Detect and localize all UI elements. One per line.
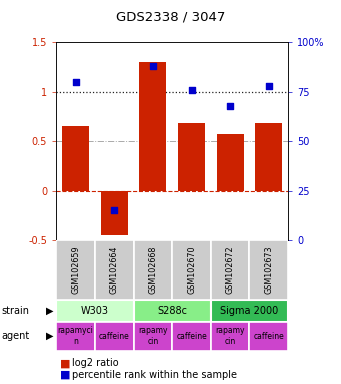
Text: S288c: S288c	[157, 306, 187, 316]
Point	[266, 83, 271, 89]
Point	[227, 103, 233, 109]
Bar	[172, 240, 211, 300]
Text: GSM102664: GSM102664	[110, 246, 119, 294]
Text: GSM102670: GSM102670	[187, 245, 196, 294]
Bar	[56, 300, 134, 322]
Text: ■: ■	[60, 358, 70, 368]
Text: rapamyci
n: rapamyci n	[58, 326, 93, 346]
Bar	[101, 190, 128, 235]
Bar	[211, 240, 250, 300]
Point	[189, 87, 194, 93]
Bar	[172, 322, 211, 351]
Text: caffeine: caffeine	[99, 332, 130, 341]
Text: rapamy
cin: rapamy cin	[216, 326, 245, 346]
Text: W303: W303	[81, 306, 109, 316]
Text: log2 ratio: log2 ratio	[72, 358, 118, 368]
Bar	[178, 123, 205, 190]
Bar	[211, 322, 250, 351]
Bar	[211, 300, 288, 322]
Text: rapamy
cin: rapamy cin	[138, 326, 168, 346]
Text: GDS2338 / 3047: GDS2338 / 3047	[116, 11, 225, 24]
Bar	[255, 123, 282, 190]
Text: GSM102673: GSM102673	[264, 245, 273, 294]
Bar	[217, 134, 244, 190]
Bar	[95, 322, 134, 351]
Bar	[62, 126, 89, 190]
Text: caffeine: caffeine	[253, 332, 284, 341]
Point	[150, 63, 155, 69]
Text: ■: ■	[60, 370, 70, 380]
Text: GSM102668: GSM102668	[148, 246, 158, 294]
Bar	[56, 240, 95, 300]
Bar	[134, 240, 172, 300]
Text: strain: strain	[2, 306, 30, 316]
Bar	[56, 322, 95, 351]
Bar	[134, 300, 211, 322]
Bar	[139, 62, 166, 190]
Bar	[95, 240, 134, 300]
Bar	[250, 322, 288, 351]
Text: GSM102672: GSM102672	[226, 245, 235, 294]
Point	[112, 207, 117, 214]
Bar	[134, 322, 172, 351]
Text: GSM102659: GSM102659	[71, 245, 80, 294]
Text: ▶: ▶	[46, 306, 53, 316]
Text: percentile rank within the sample: percentile rank within the sample	[72, 370, 237, 380]
Text: agent: agent	[2, 331, 30, 341]
Text: Sigma 2000: Sigma 2000	[220, 306, 279, 316]
Text: ▶: ▶	[46, 331, 53, 341]
Point	[73, 79, 78, 85]
Bar	[250, 240, 288, 300]
Text: caffeine: caffeine	[176, 332, 207, 341]
